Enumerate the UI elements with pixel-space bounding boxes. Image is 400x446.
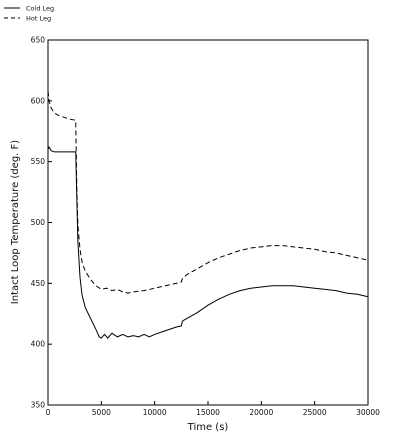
y-axis-title: Intact Loop Temperature (deg. F): [10, 140, 21, 304]
x-axis-title: Time (s): [187, 422, 229, 433]
series-line-cold-leg: [47, 145, 369, 339]
legend-label-cold-leg: Cold Leg: [26, 5, 54, 13]
series-layer: [47, 91, 369, 339]
x-tick-label: 30000: [356, 408, 380, 417]
y-tick-label: 600: [31, 96, 46, 105]
x-tick-label: 15000: [196, 408, 220, 417]
y-tick-label: 650: [31, 36, 46, 45]
x-tick-label: 10000: [143, 408, 167, 417]
plot-area-frame: [47, 39, 369, 406]
y-tick-label: 550: [31, 157, 46, 166]
x-tick-label: 0: [46, 408, 51, 417]
y-axis: 350 400 450 500 550 600 650: [31, 36, 52, 410]
series-line-hot-leg: [47, 91, 369, 294]
x-tick-label: 20000: [249, 408, 273, 417]
x-tick-label: 5000: [92, 408, 111, 417]
legend-label-hot-leg: Hot Leg: [26, 15, 51, 23]
x-tick-label: 25000: [303, 408, 327, 417]
legend: Cold Leg Hot Leg: [4, 5, 54, 23]
y-tick-label: 500: [31, 218, 46, 227]
y-tick-label: 350: [31, 401, 46, 410]
y-tick-label: 400: [31, 340, 46, 349]
x-axis: 0 5000 10000 15000 20000 25000 30000: [46, 401, 380, 417]
y-tick-label: 450: [31, 279, 46, 288]
